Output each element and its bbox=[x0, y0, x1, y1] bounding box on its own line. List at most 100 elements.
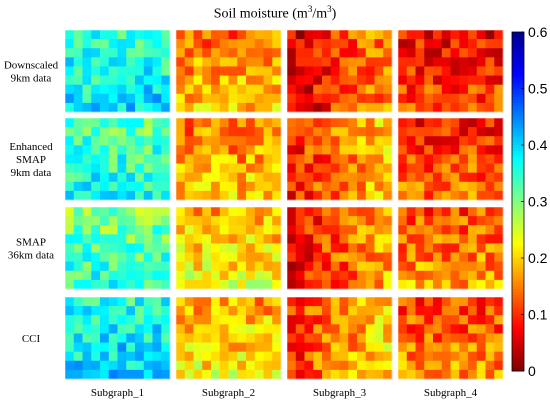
heatmap-cell bbox=[433, 48, 443, 58]
heatmap-cell bbox=[476, 270, 486, 281]
heatmap-cell bbox=[476, 163, 486, 174]
heatmap-cell bbox=[441, 324, 451, 334]
heatmap-cell bbox=[398, 39, 408, 49]
heatmap-cell bbox=[330, 172, 340, 183]
heatmap-cell bbox=[304, 216, 314, 226]
colorbar-segment bbox=[512, 207, 524, 211]
heatmap-cell bbox=[433, 369, 443, 380]
heatmap-cell bbox=[135, 270, 145, 281]
heatmap-cell bbox=[73, 66, 83, 76]
heatmap-cell bbox=[108, 369, 118, 380]
heatmap-cell bbox=[424, 172, 434, 183]
heatmap-cell bbox=[433, 261, 443, 272]
heatmap-cell bbox=[485, 279, 495, 290]
heatmap-cell bbox=[433, 324, 443, 334]
heatmap-cell bbox=[450, 57, 460, 67]
heatmap-cell bbox=[254, 75, 264, 86]
heatmap-cell bbox=[65, 369, 75, 380]
heatmap-cell bbox=[406, 57, 416, 67]
heatmap-cell bbox=[161, 360, 171, 371]
heatmap-cell bbox=[184, 57, 194, 67]
heatmap-cell bbox=[202, 225, 212, 235]
heatmap-cell bbox=[339, 190, 349, 201]
heatmap-cell bbox=[202, 216, 212, 226]
heatmap-cell bbox=[450, 172, 460, 183]
heatmap-cell bbox=[415, 93, 425, 104]
heatmap-cell bbox=[450, 315, 460, 325]
heatmap-cell bbox=[485, 315, 495, 325]
heatmap-cell bbox=[450, 163, 460, 174]
heatmap-cell bbox=[374, 279, 384, 290]
heatmap-cell bbox=[100, 163, 110, 174]
heatmap-cell bbox=[450, 102, 460, 113]
heatmap-cell bbox=[348, 306, 358, 316]
heatmap-cell bbox=[313, 136, 323, 146]
heatmap-cell bbox=[202, 243, 212, 253]
heatmap-cell bbox=[82, 297, 92, 307]
heatmap-cell bbox=[398, 48, 408, 58]
heatmap-cell bbox=[383, 75, 393, 86]
heatmap-cell bbox=[263, 163, 273, 174]
heatmap-cell bbox=[193, 333, 203, 343]
heatmap-cell bbox=[73, 270, 83, 281]
colorbar-segment bbox=[512, 195, 524, 200]
colorbar-segment bbox=[512, 300, 524, 304]
heatmap-cell bbox=[374, 234, 384, 244]
row-label: 9km data bbox=[11, 167, 52, 179]
heatmap-cell bbox=[254, 234, 264, 244]
heatmap-cell bbox=[65, 342, 75, 353]
heatmap-cell bbox=[468, 243, 478, 253]
heatmap-cell bbox=[365, 190, 375, 201]
heatmap-cell bbox=[184, 181, 194, 192]
heatmap-cell bbox=[91, 84, 101, 95]
colorbar-segment bbox=[512, 60, 524, 64]
heatmap-cell bbox=[152, 234, 162, 244]
heatmap-cell bbox=[161, 127, 171, 137]
heatmap-cell bbox=[322, 84, 332, 95]
heatmap-cell bbox=[485, 93, 495, 104]
heatmap-cell bbox=[494, 39, 504, 49]
heatmap-cell bbox=[304, 333, 314, 343]
heatmap-cell bbox=[468, 118, 478, 128]
heatmap-cell bbox=[108, 207, 118, 217]
heatmap-cell bbox=[468, 234, 478, 244]
heatmap-cell bbox=[406, 145, 416, 155]
heatmap-cell bbox=[108, 102, 118, 113]
colorbar-segment bbox=[512, 32, 524, 36]
heatmap-cell bbox=[246, 145, 256, 155]
heatmap-cell bbox=[176, 172, 186, 183]
heatmap-cell bbox=[82, 243, 92, 253]
heatmap-cell bbox=[73, 315, 83, 325]
heatmap-cell bbox=[287, 39, 297, 49]
heatmap-cell bbox=[406, 102, 416, 113]
heatmap-cell bbox=[91, 66, 101, 76]
heatmap-cell bbox=[348, 127, 358, 137]
heatmap-cell bbox=[152, 297, 162, 307]
heatmap-cell bbox=[415, 342, 425, 353]
heatmap-cell bbox=[272, 207, 282, 217]
heatmap-cell bbox=[494, 118, 504, 128]
heatmap-cell bbox=[330, 181, 340, 192]
heatmap-cell bbox=[184, 154, 194, 164]
heatmap-cell bbox=[202, 351, 212, 362]
heatmap-cell bbox=[152, 84, 162, 95]
heatmap-cell bbox=[219, 145, 229, 155]
heatmap-cell bbox=[143, 48, 153, 58]
heatmap-cell bbox=[152, 333, 162, 343]
heatmap-cell bbox=[313, 163, 323, 174]
heatmap-cell bbox=[459, 145, 469, 155]
heatmap-cell bbox=[406, 342, 416, 353]
heatmap-cell bbox=[485, 243, 495, 253]
heatmap-cell bbox=[184, 270, 194, 281]
heatmap-cell bbox=[193, 261, 203, 272]
heatmap-cell bbox=[476, 30, 486, 40]
heatmap-cell bbox=[450, 154, 460, 164]
heatmap-cell bbox=[228, 360, 238, 371]
heatmap-cell bbox=[383, 333, 393, 343]
heatmap-cell bbox=[117, 57, 127, 67]
colorbar-segment bbox=[512, 314, 524, 318]
heatmap-cell bbox=[374, 136, 384, 146]
heatmap-cell bbox=[161, 118, 171, 128]
heatmap-cell bbox=[365, 261, 375, 272]
colorbar-tick-label: 0.6 bbox=[528, 24, 548, 40]
